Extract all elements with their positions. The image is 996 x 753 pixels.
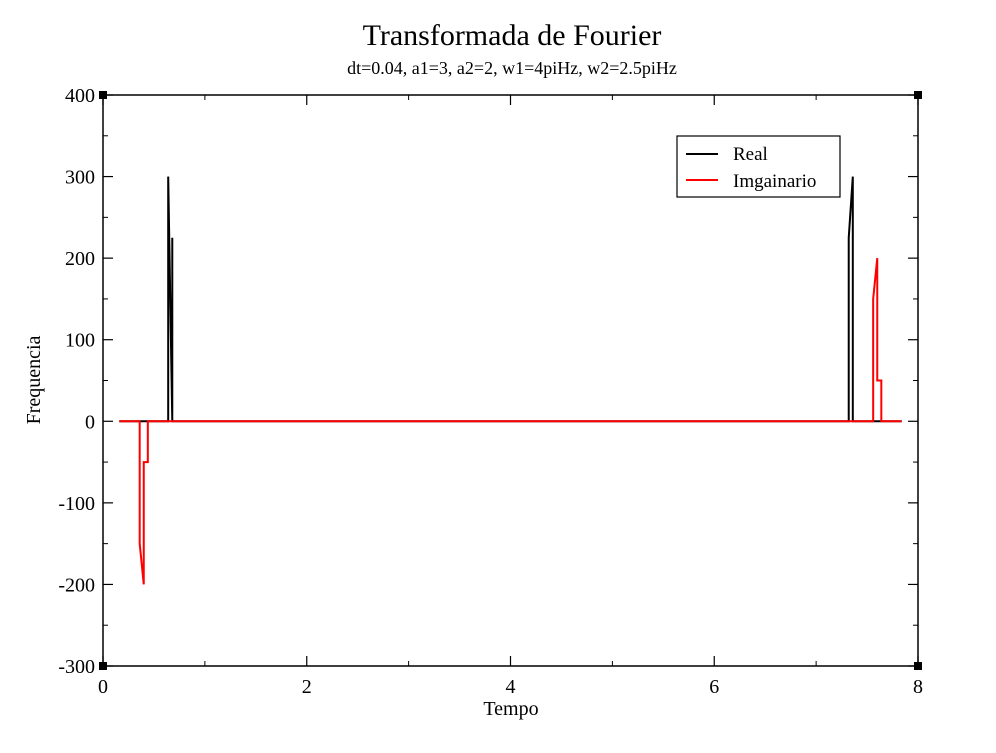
y-tick-label: -200 xyxy=(58,574,95,596)
legend-label-real: Real xyxy=(733,144,768,165)
frame-corner-marker xyxy=(914,662,922,670)
y-tick-label: 400 xyxy=(65,85,95,107)
x-tick-label: 0 xyxy=(98,676,108,698)
y-tick-label: 200 xyxy=(65,248,95,270)
axis-layer xyxy=(102,94,919,667)
chart-title: Transformada de Fourier xyxy=(363,19,662,52)
series-line-real xyxy=(119,176,902,423)
y-tick-label: 100 xyxy=(65,330,95,352)
frame-corner-marker xyxy=(99,662,107,670)
series-line-imgainario xyxy=(119,258,902,585)
chart-subtitle: dt=0.04, a1=3, a2=2, w1=4piHz, w2=2.5piH… xyxy=(347,58,677,78)
frame-corner-marker xyxy=(914,91,922,99)
y-tick-label: 0 xyxy=(85,411,95,433)
tick-label-layer: 0 2 4 6 8 -300 -200 -100 0 100 200 300 400 xyxy=(58,85,923,698)
plot-frame xyxy=(102,94,919,667)
x-axis-label: Tempo xyxy=(483,698,538,720)
legend-label-imgainario: Imgainario xyxy=(733,171,816,192)
frame-corner-marker xyxy=(99,91,107,99)
y-tick-label: 300 xyxy=(65,167,95,189)
y-axis-label: Frequencia xyxy=(23,335,45,424)
x-tick-label: 6 xyxy=(709,676,719,698)
legend: Real Imgainario xyxy=(676,135,841,198)
series-layer xyxy=(119,176,902,585)
y-tick-label: -300 xyxy=(58,656,95,678)
x-tick-label: 2 xyxy=(302,676,312,698)
legend-box xyxy=(676,135,841,198)
x-tick-label: 8 xyxy=(913,676,923,698)
y-tick-label: -100 xyxy=(58,493,95,515)
x-tick-label: 4 xyxy=(506,676,516,698)
